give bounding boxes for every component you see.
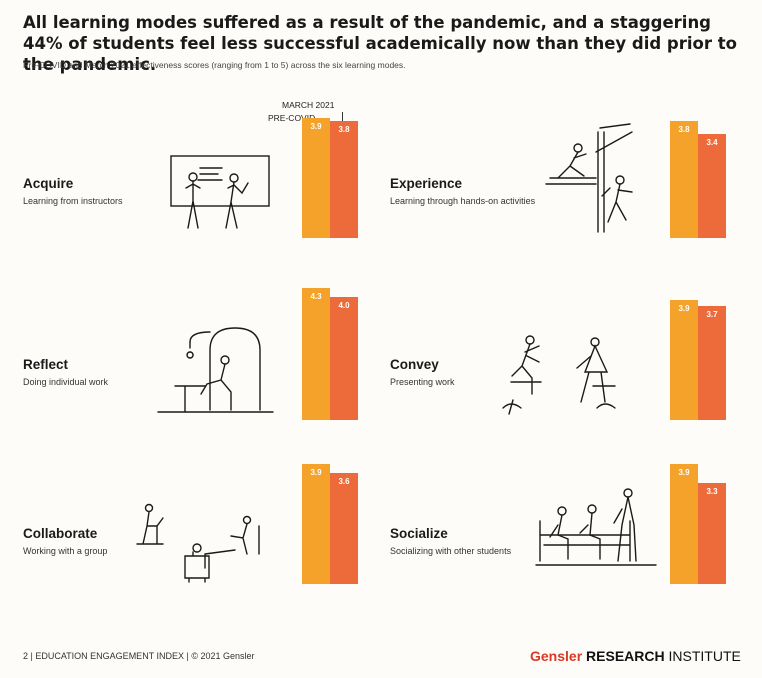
- footer-institute: INSTITUTE: [668, 648, 741, 664]
- bar-value-label: 3.4: [706, 138, 718, 147]
- bar-reflect-march2021: [330, 297, 358, 420]
- bar-value-label: 3.3: [706, 487, 718, 496]
- bar-value-label: 3.7: [706, 310, 718, 319]
- footer-brand: Gensler: [530, 648, 583, 664]
- mode-desc-socialize: Socializing with other students: [390, 546, 512, 556]
- bar-acquire-march2021: [330, 121, 358, 238]
- bar-convey-march2021: [698, 306, 726, 420]
- bar-value-label: 3.9: [678, 304, 690, 313]
- bar-value-label: 3.9: [310, 122, 322, 131]
- presenting-illustration-icon: [502, 335, 616, 415]
- mode-title-experience: Experience: [390, 176, 463, 191]
- bar-value-label: 3.9: [310, 468, 322, 477]
- bar-acquire-precovid: [302, 118, 330, 238]
- bar-collaborate-precovid: [302, 464, 330, 584]
- mode-title-socialize: Socialize: [390, 526, 448, 541]
- mode-desc-experience: Learning through hands-on activities: [390, 196, 536, 206]
- footer-logo: Gensler RESEARCH INSTITUTE: [530, 648, 741, 664]
- legend-march-label: MARCH 2021: [282, 100, 335, 110]
- bar-value-label: 3.9: [678, 468, 690, 477]
- mode-title-convey: Convey: [390, 357, 439, 372]
- lecture-illustration-icon: [170, 155, 270, 229]
- bar-experience-precovid: [670, 121, 698, 238]
- bar-value-label: 4.3: [310, 292, 322, 301]
- individual-work-illustration-icon: [157, 327, 274, 413]
- legend-precovid-label: PRE-COVID: [268, 113, 316, 123]
- headline: All learning modes suffered as a result …: [23, 13, 737, 74]
- bar-value-label: 3.6: [338, 477, 350, 486]
- footer-research: RESEARCH: [586, 648, 665, 664]
- mode-desc-convey: Presenting work: [390, 377, 455, 387]
- bar-socialize-march2021: [698, 483, 726, 584]
- mode-title-reflect: Reflect: [23, 357, 69, 372]
- bar-value-label: 3.8: [678, 125, 690, 134]
- bar-value-label: 3.8: [338, 125, 350, 134]
- mode-desc-acquire: Learning from instructors: [23, 196, 123, 206]
- mode-desc-reflect: Doing individual work: [23, 377, 109, 387]
- bar-collaborate-march2021: [330, 473, 358, 584]
- bar-reflect-precovid: [302, 288, 330, 420]
- bar-experience-march2021: [698, 134, 726, 238]
- socializing-illustration-icon: [535, 488, 657, 566]
- mode-title-acquire: Acquire: [23, 176, 74, 191]
- bar-convey-precovid: [670, 300, 698, 420]
- climbing-illustration-icon: [545, 123, 633, 233]
- mode-desc-collaborate: Working with a group: [23, 546, 108, 556]
- subtitle: Pre-COVID and March 2021 effectiveness s…: [23, 60, 406, 70]
- group-work-illustration-icon: [136, 503, 260, 583]
- bar-socialize-precovid: [670, 464, 698, 584]
- bar-value-label: 4.0: [338, 301, 350, 310]
- mode-title-collaborate: Collaborate: [23, 526, 98, 541]
- footer-page-info: 2 | EDUCATION ENGAGEMENT INDEX | © 2021 …: [23, 651, 255, 661]
